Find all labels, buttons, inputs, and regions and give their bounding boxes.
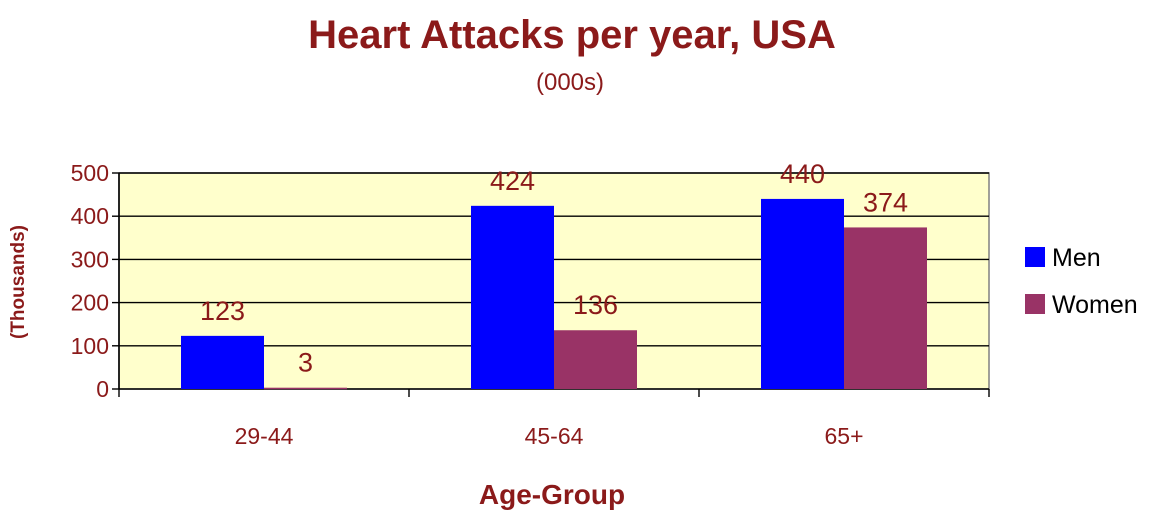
y-tick-label: 500 <box>71 160 109 186</box>
legend-label-women: Women <box>1052 291 1138 319</box>
y-tick-label: 200 <box>71 290 109 316</box>
data-label: 123 <box>200 296 245 326</box>
data-label: 424 <box>490 166 535 196</box>
bar-men-65+ <box>761 198 844 389</box>
y-tick-label: 100 <box>71 333 109 359</box>
bar-women-65+ <box>844 227 927 389</box>
y-tick-label: 400 <box>71 203 109 229</box>
y-tick-label: 300 <box>71 246 109 272</box>
bar-women-29-44 <box>264 387 347 390</box>
legend-swatch-men <box>1025 247 1045 267</box>
legend-swatch-women <box>1025 294 1045 314</box>
data-label: 440 <box>780 159 825 189</box>
plot-area: 0 100 200 300 400 500 123 3 29-44 424 136 45-64 440 3… <box>71 159 990 449</box>
data-label: 136 <box>573 290 618 320</box>
x-tick-label: 29-44 <box>235 423 294 449</box>
legend: Men Women <box>1025 244 1138 319</box>
bar-men-45-64 <box>471 205 554 389</box>
x-tick-label: 65+ <box>824 423 863 449</box>
y-tick-label: 0 <box>96 376 109 402</box>
bar-women-45-64 <box>554 330 637 389</box>
chart-subtitle: (000s) <box>536 69 604 96</box>
y-axis-title: (Thousands) <box>8 225 29 339</box>
bar-men-29-44 <box>181 335 264 389</box>
x-axis-title: Age-Group <box>479 479 625 510</box>
data-label: 3 <box>298 348 313 378</box>
data-label: 374 <box>863 187 908 217</box>
legend-label-men: Men <box>1052 244 1101 272</box>
chart-title: Heart Attacks per year, USA <box>308 13 836 57</box>
x-tick-label: 45-64 <box>525 423 584 449</box>
